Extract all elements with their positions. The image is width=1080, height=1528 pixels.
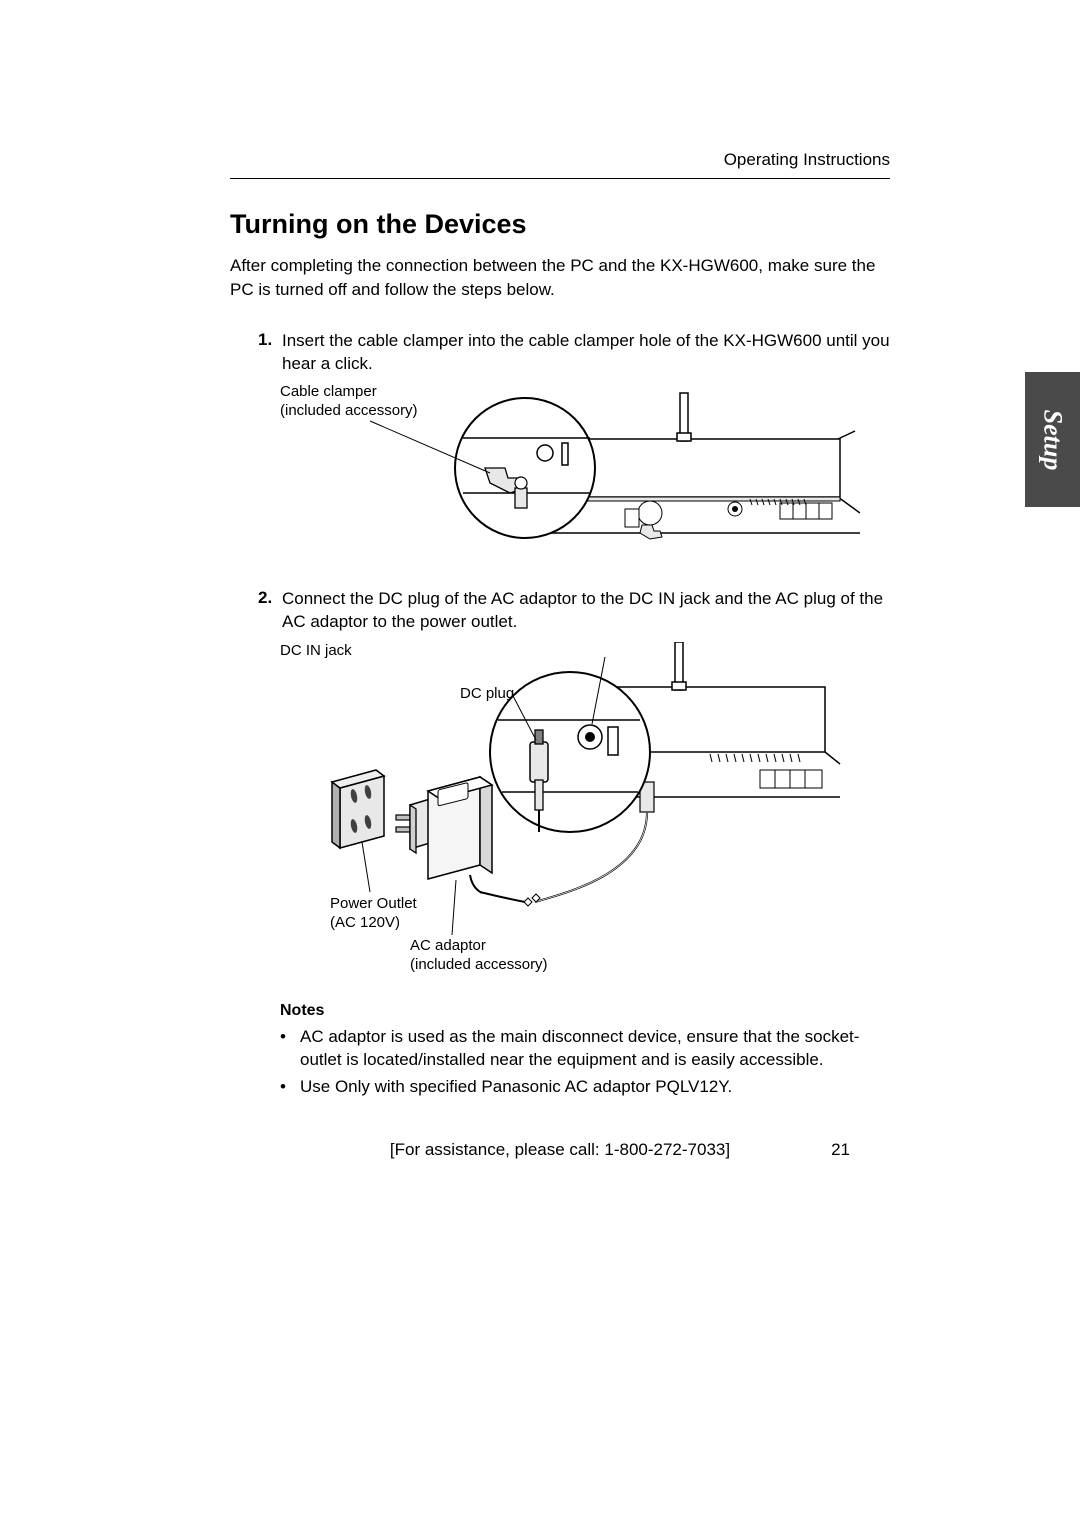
- page-number: 21: [831, 1140, 850, 1160]
- step-number: 1.: [258, 330, 282, 376]
- bullet-icon: •: [280, 1076, 300, 1099]
- note-item: • Use Only with specified Panasonic AC a…: [280, 1076, 890, 1099]
- bullet-icon: •: [280, 1026, 300, 1072]
- diagram-1-svg: [280, 383, 860, 558]
- note-item: • AC adaptor is used as the main disconn…: [280, 1026, 890, 1072]
- note-text: AC adaptor is used as the main disconnec…: [300, 1026, 890, 1072]
- notes-title: Notes: [280, 1002, 890, 1020]
- step-text: Insert the cable clamper into the cable …: [282, 330, 890, 376]
- step-2: 2. Connect the DC plug of the AC adaptor…: [230, 588, 890, 634]
- intro-paragraph: After completing the connection between …: [230, 254, 890, 302]
- header-section-label: Operating Instructions: [230, 150, 890, 179]
- step-text: Connect the DC plug of the AC adaptor to…: [282, 588, 890, 634]
- page-title: Turning on the Devices: [230, 209, 890, 240]
- section-tab: Setup: [1025, 372, 1080, 507]
- diagram-2-svg: [280, 642, 860, 972]
- section-tab-label: Setup: [1038, 409, 1068, 470]
- note-text: Use Only with specified Panasonic AC ada…: [300, 1076, 732, 1099]
- footer-assistance: [For assistance, please call: 1-800-272-…: [230, 1140, 890, 1160]
- diagram-power-connection: DC IN jack DC plug Power Outlet (AC 120V…: [280, 642, 890, 972]
- step-number: 2.: [258, 588, 282, 634]
- notes-section: Notes • AC adaptor is used as the main d…: [230, 1002, 890, 1099]
- diagram-cable-clamper: Cable clamper (included accessory): [280, 383, 890, 558]
- step-1: 1. Insert the cable clamper into the cab…: [230, 330, 890, 376]
